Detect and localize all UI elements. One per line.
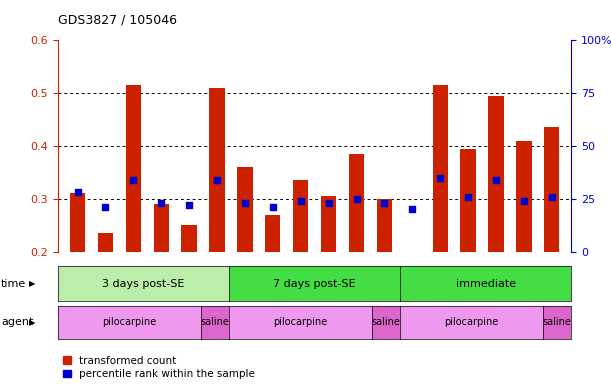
Bar bbox=[70, 194, 86, 252]
Text: time: time bbox=[1, 279, 26, 289]
Point bbox=[379, 200, 389, 206]
Bar bbox=[516, 141, 532, 252]
Bar bbox=[126, 85, 141, 252]
Text: saline: saline bbox=[200, 317, 229, 328]
Point bbox=[351, 196, 361, 202]
Text: pilocarpine: pilocarpine bbox=[444, 317, 499, 328]
Point bbox=[185, 202, 194, 208]
Bar bbox=[461, 149, 476, 252]
Bar bbox=[237, 167, 252, 252]
Point bbox=[212, 177, 222, 183]
Text: 3 days post-SE: 3 days post-SE bbox=[103, 279, 185, 289]
Text: immediate: immediate bbox=[456, 279, 516, 289]
Point bbox=[408, 206, 417, 212]
Bar bbox=[265, 215, 280, 252]
Text: agent: agent bbox=[1, 317, 34, 328]
Bar bbox=[349, 154, 364, 252]
Point bbox=[519, 198, 529, 204]
Point bbox=[73, 189, 82, 195]
Point bbox=[240, 200, 250, 206]
Point bbox=[324, 200, 334, 206]
Point bbox=[435, 175, 445, 181]
Bar bbox=[98, 233, 113, 252]
Text: pilocarpine: pilocarpine bbox=[102, 317, 156, 328]
Point bbox=[101, 204, 111, 210]
Text: saline: saline bbox=[371, 317, 400, 328]
Text: GDS3827 / 105046: GDS3827 / 105046 bbox=[58, 14, 177, 27]
Text: ▶: ▶ bbox=[29, 279, 36, 288]
Bar bbox=[321, 196, 336, 252]
Text: saline: saline bbox=[543, 317, 571, 328]
Bar bbox=[293, 180, 309, 252]
Text: pilocarpine: pilocarpine bbox=[273, 317, 327, 328]
Point bbox=[463, 194, 473, 200]
Bar bbox=[153, 204, 169, 252]
Legend: transformed count, percentile rank within the sample: transformed count, percentile rank withi… bbox=[64, 356, 255, 379]
Point bbox=[156, 200, 166, 206]
Point bbox=[547, 194, 557, 200]
Point bbox=[128, 177, 138, 183]
Text: ▶: ▶ bbox=[29, 318, 36, 327]
Bar bbox=[488, 96, 503, 252]
Bar bbox=[181, 225, 197, 252]
Text: 7 days post-SE: 7 days post-SE bbox=[273, 279, 356, 289]
Point bbox=[491, 177, 501, 183]
Bar bbox=[377, 199, 392, 252]
Bar bbox=[210, 88, 225, 252]
Bar bbox=[544, 127, 560, 252]
Point bbox=[296, 198, 306, 204]
Bar bbox=[433, 85, 448, 252]
Point bbox=[268, 204, 278, 210]
